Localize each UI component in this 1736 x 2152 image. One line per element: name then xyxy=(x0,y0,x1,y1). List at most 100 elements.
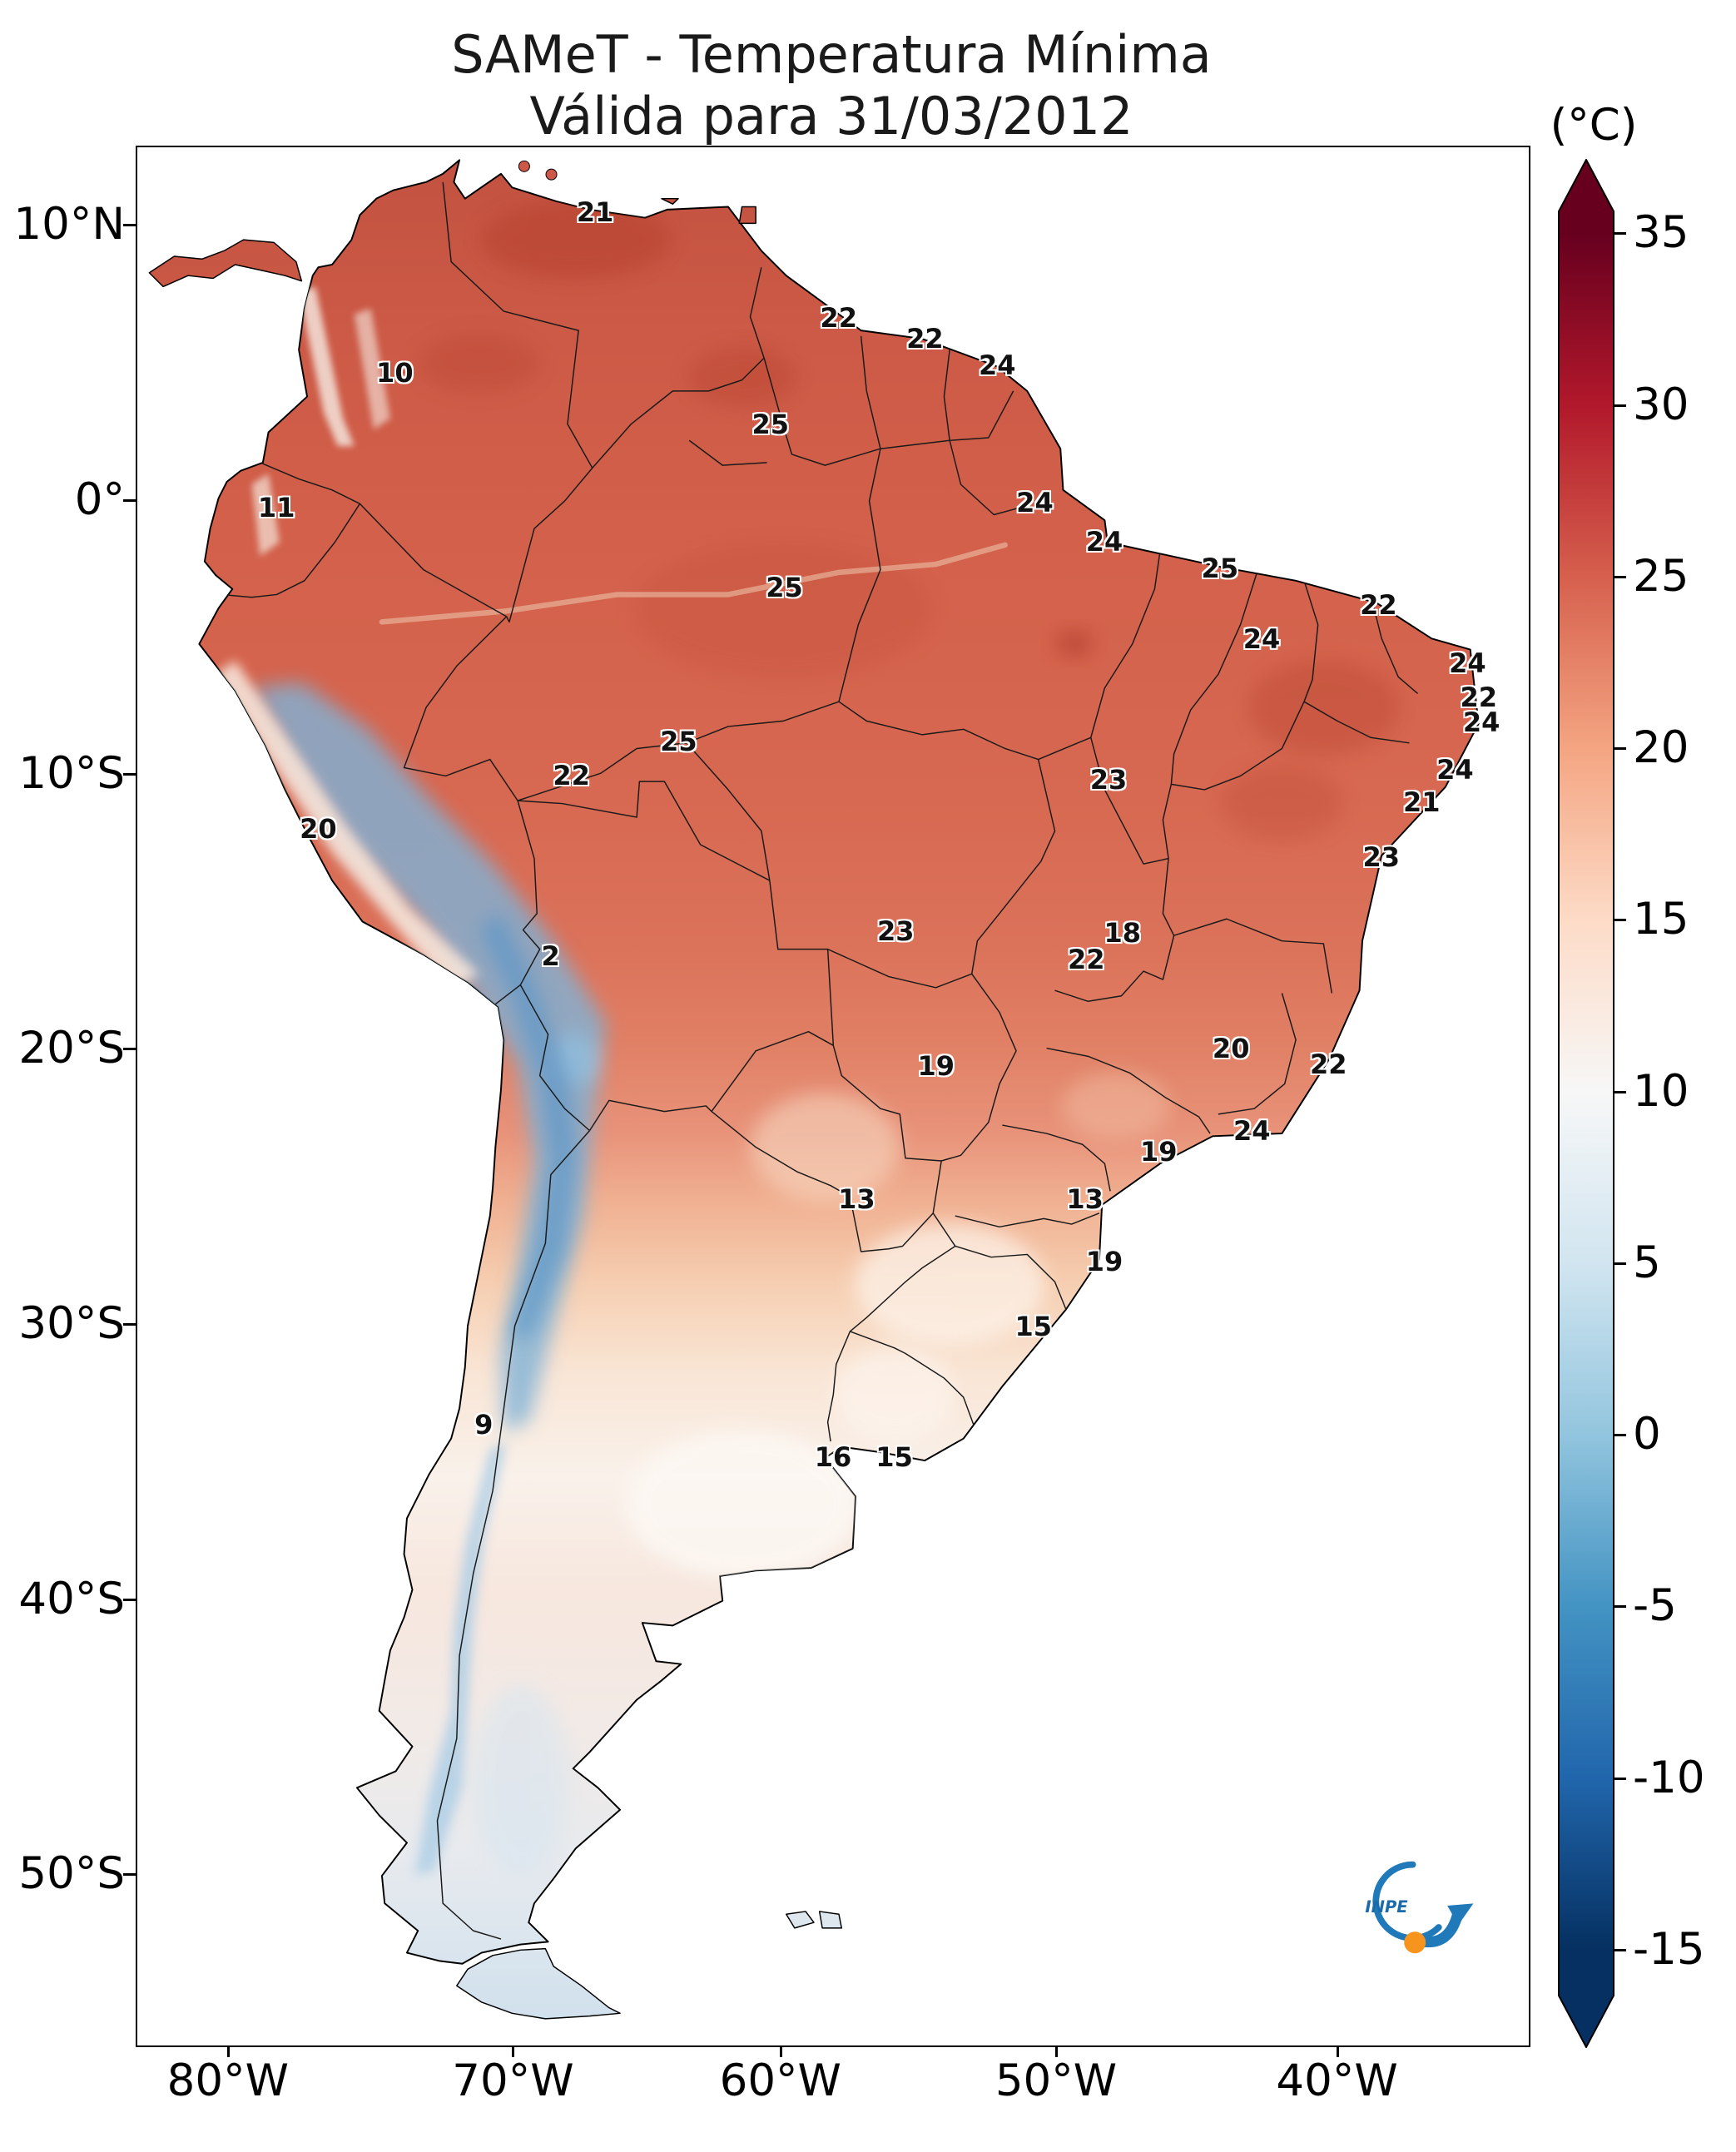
political-border xyxy=(1303,701,1410,744)
colorbar-tick-mark xyxy=(1614,1262,1626,1265)
lat-tick-mark xyxy=(123,223,136,226)
colorbar-tick-mark xyxy=(1614,575,1626,578)
hot-blob-bahia xyxy=(1221,765,1343,842)
temperature-value-label: 25 xyxy=(751,409,790,441)
political-border xyxy=(850,1331,975,1428)
lon-tick-mark xyxy=(1336,2045,1339,2057)
temperature-value-label: 21 xyxy=(576,196,614,228)
lon-tick-label: 40°W xyxy=(1276,2055,1398,2106)
political-border xyxy=(860,335,881,449)
colorbar-tick-mark xyxy=(1614,1090,1626,1093)
andes-south xyxy=(414,1441,507,1877)
political-border xyxy=(588,1099,712,1132)
colorbar-tick-label: 20 xyxy=(1633,722,1689,774)
temperature-value-label: 25 xyxy=(1201,553,1239,585)
lon-tick-label: 70°W xyxy=(452,2055,574,2106)
inpe-logo-arrowhead xyxy=(1447,1903,1474,1926)
temperature-value-label: 24 xyxy=(1462,707,1500,739)
lon-tick-label: 60°W xyxy=(719,2055,841,2106)
political-border xyxy=(686,742,771,881)
hot-blob-amazon xyxy=(634,543,933,679)
temperature-value-label: 18 xyxy=(1104,917,1142,950)
political-border xyxy=(506,467,593,623)
temperature-value-label: 20 xyxy=(300,812,337,845)
temperature-value-label: 22 xyxy=(820,302,857,335)
trinidad-island xyxy=(738,206,756,225)
lat-tick-label: 50°S xyxy=(18,1848,125,1900)
cold-blob-patagonia xyxy=(473,1684,568,1875)
political-border xyxy=(494,984,521,1005)
colorbar-tick-label: 5 xyxy=(1633,1237,1661,1288)
political-border xyxy=(688,439,767,466)
temperature-value-label: 2 xyxy=(541,940,560,972)
caribbean-islet xyxy=(518,160,530,172)
political-border xyxy=(826,1331,851,1442)
lon-tick-mark xyxy=(512,2045,515,2057)
political-border xyxy=(1218,993,1297,1115)
temperature-value-label: 15 xyxy=(875,1440,913,1473)
colombia-cordillera-2 xyxy=(354,308,390,430)
peru-coast-pale xyxy=(216,660,479,991)
inpe-logo-text: INPE xyxy=(1365,1897,1408,1916)
pale-blob-paraguay xyxy=(750,1093,900,1202)
political-border xyxy=(1002,1124,1111,1192)
temperature-value-label: 23 xyxy=(876,915,915,948)
political-border xyxy=(517,800,541,985)
temperature-value-label: 13 xyxy=(838,1183,875,1215)
political-border xyxy=(518,781,835,1046)
hot-blob-ne-brazil xyxy=(1248,659,1399,755)
temperature-value-label: 11 xyxy=(257,492,295,524)
political-border xyxy=(749,267,765,359)
lon-tick-label: 80°W xyxy=(166,2055,290,2106)
lat-tick-mark xyxy=(123,773,136,776)
political-border xyxy=(955,1212,1100,1228)
colorbar-tick-mark xyxy=(1614,232,1626,236)
political-border xyxy=(1372,605,1419,694)
political-border xyxy=(711,1111,934,1252)
political-border xyxy=(1046,1047,1211,1134)
pale-blob-sao-paulo xyxy=(1061,1072,1171,1140)
temperature-value-label: 9 xyxy=(474,1409,494,1441)
temperature-value-label: 22 xyxy=(1360,588,1397,621)
lon-tick-mark xyxy=(779,2045,782,2057)
temperature-value-label: 21 xyxy=(1402,786,1441,818)
colorbar-tick-mark xyxy=(1614,1948,1626,1951)
colorbar-tick-label: 30 xyxy=(1633,379,1689,430)
colorbar-tick-label: 25 xyxy=(1633,550,1689,602)
political-border xyxy=(517,701,840,801)
caribbean-islet xyxy=(545,168,558,181)
hot-blob-llanos xyxy=(418,333,540,394)
political-border xyxy=(1171,701,1305,791)
inpe-logo: INPE xyxy=(1365,1861,1474,1954)
hot-blob-venezuela xyxy=(480,201,672,278)
andes-core xyxy=(479,913,576,1340)
colorbar-tick-mark xyxy=(1614,404,1626,407)
pale-blob-pampas xyxy=(626,1430,858,1579)
temperature-value-label: 22 xyxy=(1068,944,1105,976)
political-border xyxy=(827,948,972,989)
temperature-texture-layer xyxy=(216,181,1419,1940)
political-border xyxy=(1162,784,1175,936)
lat-tick-label: 10°S xyxy=(18,748,125,800)
political-border xyxy=(1303,580,1319,702)
political-border xyxy=(1090,737,1169,865)
lat-tick-label: 40°S xyxy=(18,1574,125,1625)
colorbar-tick-mark xyxy=(1614,919,1626,922)
temperature-value-label: 25 xyxy=(766,572,803,604)
hot-spot-para xyxy=(1055,630,1094,658)
political-border xyxy=(221,503,360,598)
political-border xyxy=(763,358,1014,466)
temperature-value-label: 19 xyxy=(1085,1245,1123,1277)
colorbar-tick-mark xyxy=(1614,1605,1626,1609)
colorbar-tick-mark xyxy=(1614,1777,1626,1780)
political-border xyxy=(949,440,1025,516)
political-border xyxy=(1170,572,1258,785)
lon-tick-label: 50°W xyxy=(994,2055,1118,2106)
political-border xyxy=(838,449,881,702)
colorbar xyxy=(1558,159,1614,2048)
falkland-east xyxy=(818,1911,843,1929)
page-subtitle: Válida para 31/03/2012 xyxy=(529,86,1133,146)
colorbar-tick-label: 35 xyxy=(1633,207,1689,259)
amazon-river-trace xyxy=(379,542,1008,625)
panama-isthmus xyxy=(148,239,303,288)
